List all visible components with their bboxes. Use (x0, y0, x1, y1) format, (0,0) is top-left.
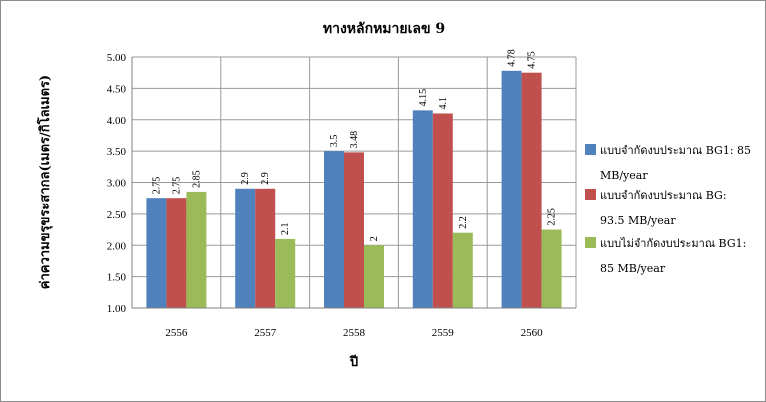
y-tick-label: 3.50 (107, 146, 127, 158)
bar (255, 189, 275, 308)
bar (453, 233, 473, 308)
data-label: 2.75 (171, 177, 182, 195)
data-label: 2.1 (280, 222, 291, 235)
data-label: 2.85 (191, 170, 202, 188)
x-tick-label: 2559 (432, 327, 455, 339)
y-tick-label: 3.00 (107, 178, 127, 190)
bar (235, 189, 255, 308)
y-tick-label: 2.50 (107, 209, 127, 221)
legend-swatch (585, 144, 596, 155)
bar (324, 151, 344, 308)
x-tick-label: 2560 (521, 327, 544, 339)
bar (413, 110, 433, 308)
data-label: 4.75 (527, 51, 538, 69)
bar (275, 239, 295, 308)
data-label: 3.5 (329, 135, 340, 148)
x-axis-title: ปี (349, 354, 358, 370)
y-tick-label: 2.00 (107, 240, 127, 252)
y-tick-label: 4.00 (107, 115, 127, 127)
data-label: 2.75 (151, 177, 162, 195)
legend-entry-label: 85 MB/year (600, 262, 666, 275)
x-tick-label: 2558 (343, 327, 366, 339)
data-label: 4.78 (507, 49, 518, 67)
bar (166, 198, 186, 308)
chart-title: ทางหลักหมายเลข 9 (323, 21, 445, 37)
data-label: 4.1 (438, 97, 449, 110)
data-label: 2.9 (260, 172, 271, 185)
bar (502, 71, 522, 308)
data-label: 2.25 (547, 208, 558, 226)
legend-entry-label: แบบไม่จำกัดงบประมาณ BG1: (600, 237, 746, 250)
y-tick-label: 4.50 (107, 83, 127, 95)
data-label: 4.15 (418, 89, 429, 107)
y-tick-label: 1.50 (107, 272, 127, 284)
bar (344, 152, 364, 308)
data-label: 2.2 (458, 216, 469, 229)
y-axis-title: ค่าความขรุขระสากล(เมตร/กิโลเมตร) (36, 75, 53, 289)
data-label: 2.9 (240, 172, 251, 185)
legend-entry-label: แบบจำกัดงบประมาณ BG1: 85 (600, 144, 751, 157)
legend-entry-label: MB/year (600, 169, 648, 182)
x-tick-label: 2557 (254, 327, 277, 339)
y-tick-label: 1.00 (107, 303, 127, 315)
bar (364, 245, 384, 308)
data-label: 3.48 (349, 131, 360, 149)
legend-entry-label: แบบจำกัดงบประมาณ BG: (600, 189, 727, 202)
bar (186, 192, 206, 308)
legend-swatch (585, 189, 596, 200)
data-label: 2 (369, 236, 380, 241)
legend-swatch (585, 237, 596, 248)
bar (146, 198, 166, 308)
x-tick-label: 2556 (165, 327, 188, 339)
bar (542, 230, 562, 308)
y-tick-label: 5.00 (107, 52, 127, 64)
bar (522, 73, 542, 308)
legend-entry-label: 93.5 MB/year (600, 214, 676, 227)
bar (433, 113, 453, 308)
